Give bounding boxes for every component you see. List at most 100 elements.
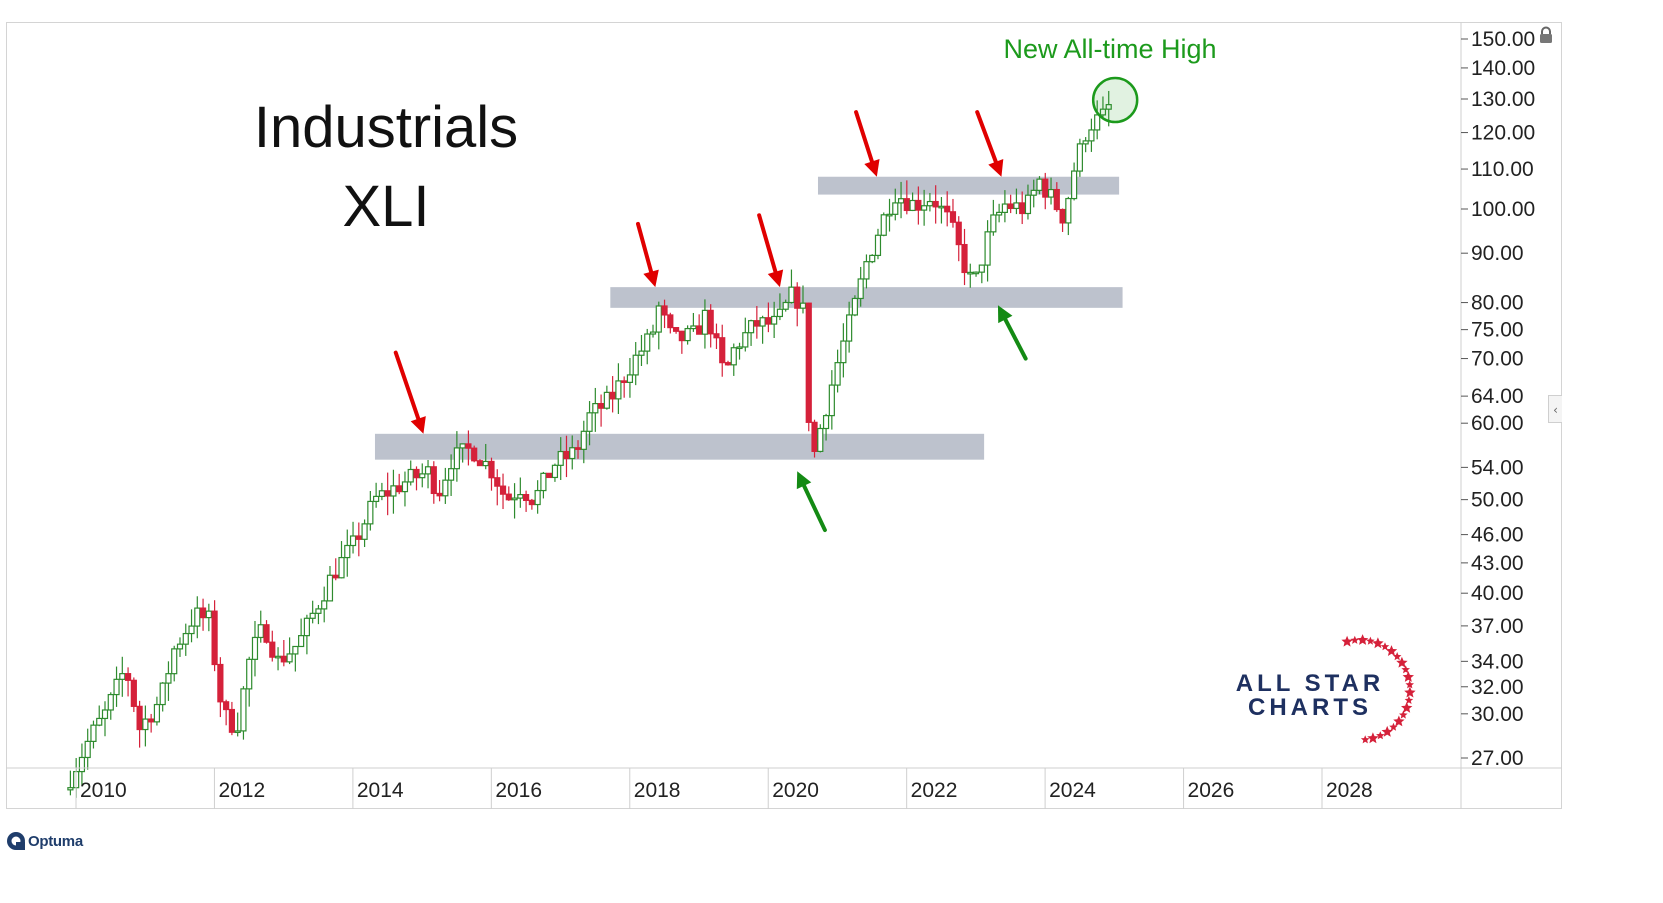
candle — [1007, 194, 1014, 214]
candle — [765, 302, 772, 333]
candle — [799, 285, 807, 314]
red-arrow — [975, 110, 1004, 177]
candle — [1047, 177, 1055, 205]
lock-icon[interactable] — [1538, 26, 1554, 44]
y-tick: 120.00 — [1461, 122, 1535, 145]
candle — [1088, 118, 1095, 152]
candle — [696, 314, 703, 335]
x-tick-label: 2012 — [218, 779, 265, 802]
candle — [551, 463, 559, 482]
candle — [690, 312, 697, 332]
candle — [211, 600, 218, 672]
candle — [621, 376, 628, 398]
candle — [730, 343, 737, 376]
optuma-icon — [7, 832, 25, 850]
y-tick-label: 32.00 — [1471, 676, 1524, 699]
candle — [315, 604, 322, 625]
candle — [113, 666, 120, 707]
x-tick: 2020 — [767, 768, 819, 809]
candle — [1076, 138, 1083, 177]
y-tick: 37.00 — [1461, 615, 1524, 638]
candle — [534, 480, 541, 514]
red-arrow — [854, 110, 880, 177]
candle — [909, 192, 916, 212]
candle — [476, 459, 484, 467]
y-tick-label: 70.00 — [1471, 348, 1524, 371]
candle — [136, 700, 143, 748]
candle — [298, 618, 305, 648]
candle — [874, 228, 882, 260]
candle — [153, 696, 161, 726]
candle — [540, 471, 547, 499]
x-tick-label: 2010 — [80, 779, 127, 802]
candle — [384, 472, 391, 516]
y-tick: 32.00 — [1461, 676, 1524, 699]
x-tick-label: 2026 — [1188, 779, 1235, 802]
y-tick: 100.00 — [1461, 198, 1535, 221]
y-tick: 80.00 — [1461, 292, 1524, 315]
candle — [188, 609, 195, 643]
y-tick-label: 54.00 — [1471, 456, 1524, 479]
y-tick-label: 140.00 — [1471, 57, 1535, 80]
candle — [482, 443, 489, 470]
candle — [309, 600, 316, 624]
brand-star-arc — [1341, 634, 1416, 744]
x-tick-label: 2024 — [1049, 779, 1096, 802]
brand-star — [1399, 710, 1408, 719]
brand-star — [1393, 715, 1405, 727]
y-tick-label: 110.00 — [1471, 158, 1534, 181]
candle — [413, 466, 420, 491]
candle — [557, 437, 564, 480]
x-axis-ticks: 2010 2012 2014 2016 2018 2020 2022 2024 2026 2028 — [75, 768, 1373, 809]
x-tick: 2012 — [213, 768, 265, 809]
candle — [794, 282, 801, 327]
candle — [990, 199, 997, 236]
candle — [828, 370, 835, 430]
candle — [1094, 100, 1101, 140]
candle — [407, 460, 414, 486]
y-tick-label: 40.00 — [1471, 582, 1524, 605]
candle — [442, 467, 449, 504]
y-tick: 46.00 — [1461, 524, 1524, 547]
y-tick-label: 90.00 — [1471, 242, 1524, 265]
x-tick: 2010 — [75, 768, 127, 809]
y-tick: 150.00 — [1461, 28, 1535, 51]
candle — [390, 469, 397, 514]
candle — [101, 701, 109, 737]
y-axis-ticks: 150.00 140.00 130.00 120.00 110.00 100.00 90.0… — [1461, 28, 1535, 770]
x-tick: 2028 — [1321, 768, 1373, 809]
candle — [223, 699, 230, 726]
red-arrow — [393, 350, 426, 434]
candle — [1059, 208, 1066, 232]
y-tick: 34.00 — [1461, 650, 1524, 673]
candle — [667, 312, 674, 334]
candle — [124, 667, 132, 697]
y-tick-label: 37.00 — [1471, 615, 1524, 638]
chart-frame — [6, 22, 1562, 809]
candle — [972, 271, 980, 277]
candle — [586, 401, 593, 446]
y-tick-label: 64.00 — [1471, 385, 1524, 408]
candle — [1071, 162, 1078, 201]
candle — [344, 529, 351, 577]
brand-star — [1381, 725, 1393, 737]
candle — [1036, 176, 1043, 195]
x-tick-label: 2022 — [911, 779, 958, 802]
x-tick: 2026 — [1183, 768, 1235, 809]
candle — [424, 460, 432, 489]
candle — [938, 197, 945, 224]
candle — [194, 596, 201, 639]
chart-subtitle: XLI — [342, 174, 429, 239]
candle — [759, 315, 766, 344]
candle — [771, 301, 778, 339]
candle — [280, 639, 287, 667]
candle — [713, 323, 720, 349]
candle — [1065, 196, 1072, 236]
candle — [897, 181, 905, 219]
candle — [684, 325, 691, 345]
x-tick: 2018 — [629, 768, 680, 809]
optuma-logo: Optuma — [6, 830, 83, 852]
candle — [246, 656, 253, 707]
y-tick: 70.00 — [1461, 348, 1524, 371]
chevron-left-icon[interactable]: ‹ — [1548, 395, 1562, 423]
